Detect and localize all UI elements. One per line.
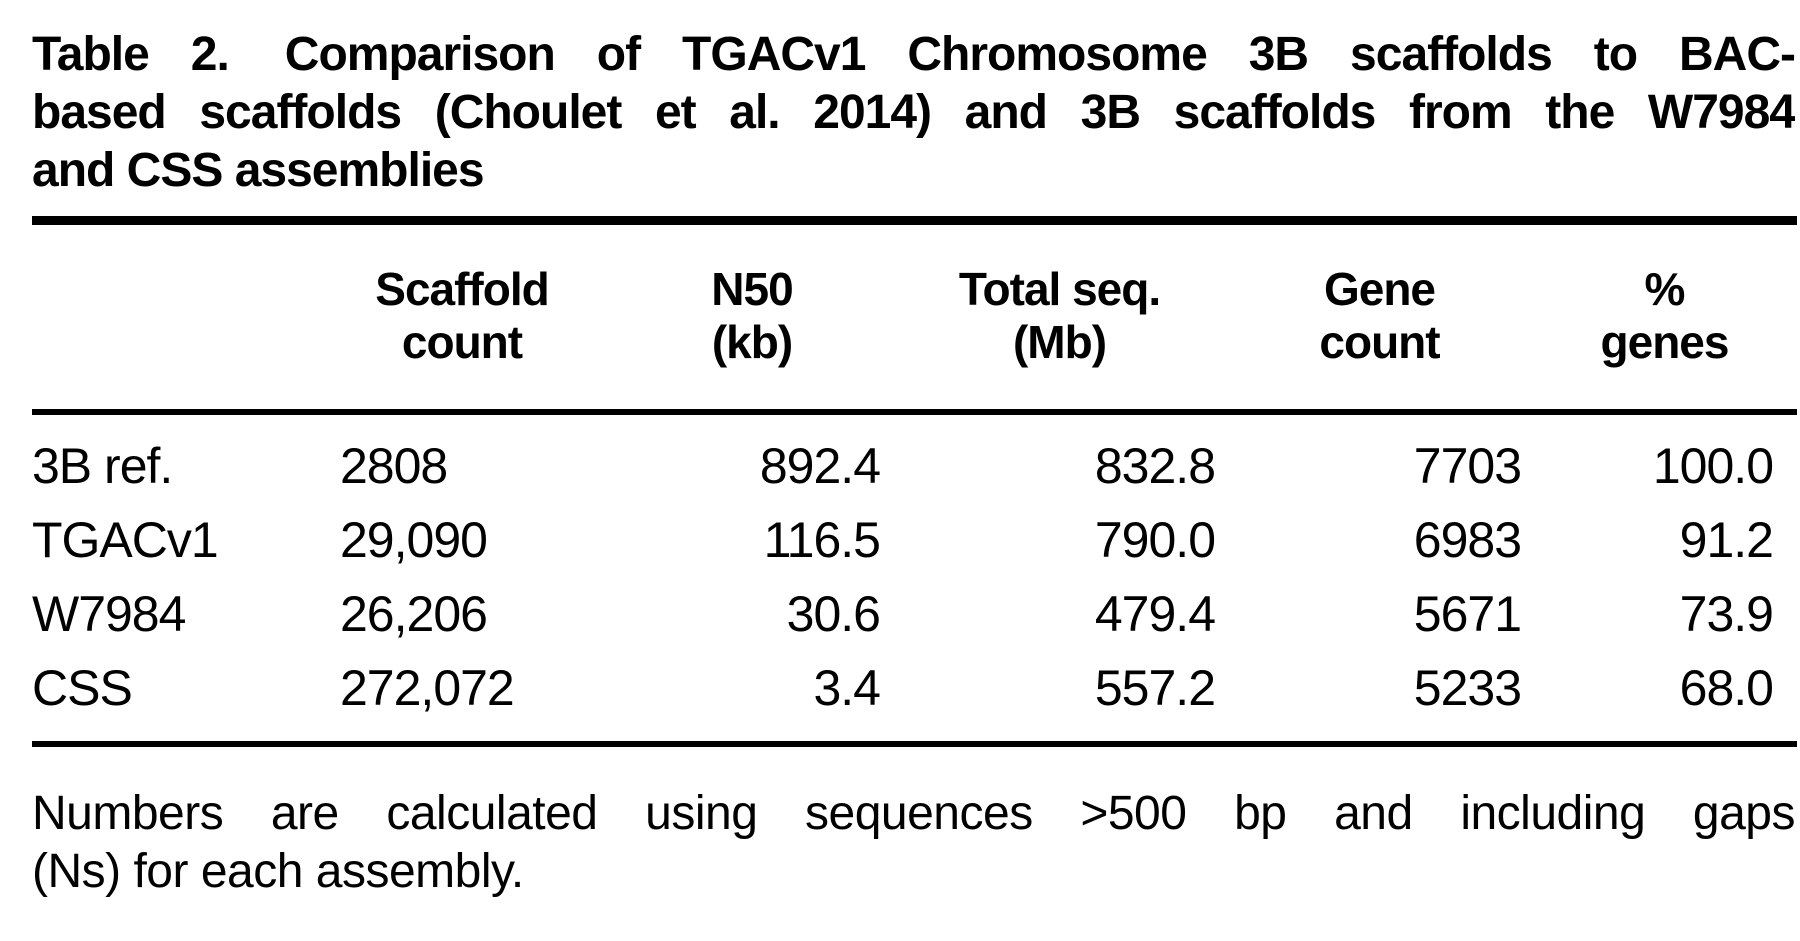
column-header-total-seq-mb: Total seq. (Mb) [892, 220, 1227, 415]
table-caption-line-1: Table 2. Comparison of TGACv1 Chromosome… [32, 26, 1795, 84]
header-line: Scaffold [375, 263, 549, 315]
column-header-gene-count: Gene count [1227, 220, 1532, 415]
header-line: (Mb) [1012, 316, 1107, 368]
row-label: 3B ref. [32, 438, 173, 494]
column-header-n50-kb: N50 (kb) [612, 220, 892, 415]
row-label: TGACv1 [32, 512, 219, 568]
header-line: genes [1600, 316, 1730, 368]
header-line: N50 [711, 263, 793, 315]
total-seq-cell: 479.4 [1094, 586, 1216, 642]
total-seq-cell: 790.0 [1094, 512, 1216, 568]
header-line: count [401, 316, 523, 368]
pct-genes-cell: 73.9 [1679, 586, 1774, 642]
gene-count-cell: 7703 [1413, 438, 1522, 494]
scaffold-count-cell: 2808 [340, 438, 448, 494]
total-seq-cell: 557.2 [1094, 660, 1216, 716]
column-header-empty [32, 220, 312, 415]
scaffold-count-cell: 29,090 [340, 512, 488, 568]
pct-genes-cell: 100.0 [1652, 438, 1774, 494]
table-row-tgacv1: TGACv1 29,090 116.5 790.0 6983 91.2 [32, 503, 1797, 577]
row-label: W7984 [32, 586, 186, 642]
n50-cell: 30.6 [786, 586, 881, 642]
total-seq-cell: 832.8 [1094, 438, 1216, 494]
gene-count-cell: 6983 [1413, 512, 1522, 568]
table-row-w7984: W7984 26,206 30.6 479.4 5671 73.9 [32, 577, 1797, 651]
scaffold-count-cell: 26,206 [340, 586, 488, 642]
pct-genes-cell: 68.0 [1679, 660, 1774, 716]
table-caption-text-1: Comparison of TGACv1 Chromosome 3B scaff… [284, 28, 1795, 81]
footnote-line-1: Numbers are calculated using sequences >… [32, 787, 1795, 840]
gene-count-cell: 5671 [1413, 586, 1522, 642]
gene-count-cell: 5233 [1413, 660, 1522, 716]
scaffold-count-cell: 272,072 [340, 660, 515, 716]
table-caption-line-2: based scaffolds (Choulet et al. 2014) an… [32, 86, 1795, 139]
pct-genes-cell: 91.2 [1679, 512, 1774, 568]
footnote-line-2: (Ns) for each assembly. [32, 845, 524, 898]
column-header-scaffold-count: Scaffold count [312, 220, 612, 415]
table-footnote: Numbers are calculated using sequences >… [32, 785, 1795, 901]
table-header-row: Scaffold count N50 (kb) Total seq. (Mb) … [32, 220, 1797, 415]
table-row-3b-ref: 3B ref. 2808 892.4 832.8 7703 100.0 [32, 412, 1797, 503]
table-row-css: CSS 272,072 3.4 557.2 5233 68.0 [32, 651, 1797, 744]
header-line: count [1319, 316, 1440, 368]
row-label: CSS [32, 660, 133, 716]
n50-cell: 892.4 [759, 438, 881, 494]
header-line: (kb) [711, 316, 793, 368]
column-header-pct-genes: % genes [1532, 220, 1797, 415]
table-caption: Table 2. Comparison of TGACv1 Chromosome… [32, 26, 1795, 200]
header-line: % [1644, 263, 1686, 315]
n50-cell: 116.5 [763, 512, 881, 568]
table-caption-label: Table 2. [32, 28, 230, 81]
n50-cell: 3.4 [813, 660, 881, 716]
header-line: Total seq. [958, 263, 1161, 315]
header-line: Gene [1323, 263, 1436, 315]
table-caption-line-3: and CSS assemblies [32, 144, 485, 197]
comparison-table: Scaffold count N50 (kb) Total seq. (Mb) … [32, 216, 1797, 747]
